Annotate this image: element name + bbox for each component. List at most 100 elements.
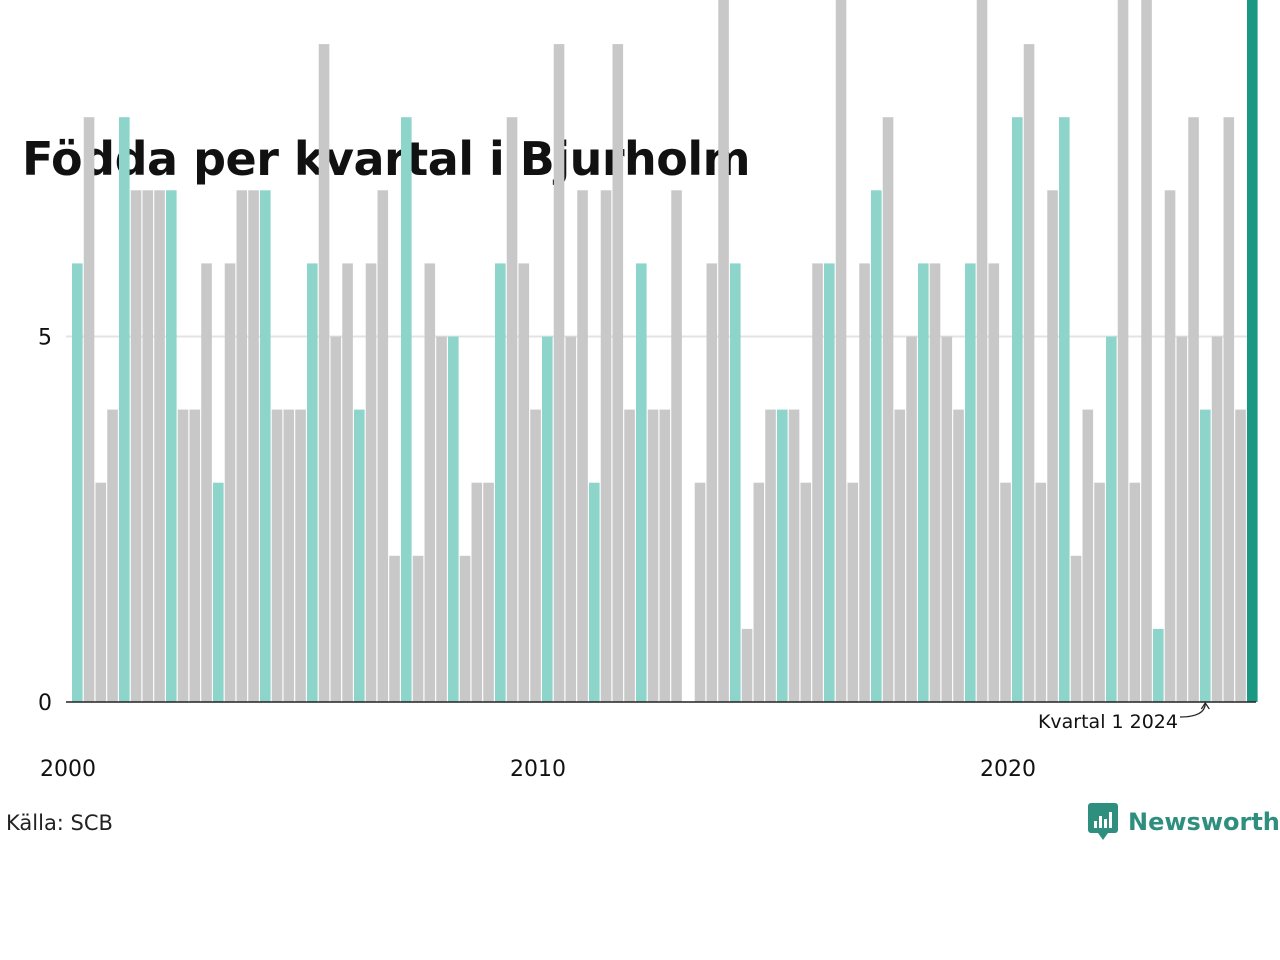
bar — [1153, 628, 1164, 702]
bar — [730, 263, 741, 702]
bar — [1094, 482, 1105, 702]
bar — [318, 44, 330, 703]
bar — [894, 409, 906, 702]
bar — [542, 336, 553, 702]
bar — [166, 190, 177, 703]
bar — [671, 190, 682, 703]
bar — [1141, 0, 1152, 702]
bar — [965, 263, 976, 702]
bar — [1000, 482, 1011, 702]
annotation: Kvartal 1 2024 — [1038, 701, 1210, 733]
brand-logo: Newsworthy — [1088, 803, 1280, 841]
bar — [1082, 409, 1094, 702]
chart-title: Födda per kvartal i Bjurholm — [22, 132, 751, 186]
bar — [377, 190, 389, 703]
bar — [189, 409, 201, 702]
bar — [224, 263, 236, 702]
y-tick-label: 0 — [38, 691, 52, 716]
bar — [271, 409, 283, 702]
bar — [1235, 409, 1246, 702]
bar — [330, 336, 342, 702]
bar — [636, 263, 647, 702]
bar — [389, 555, 400, 702]
bar — [800, 482, 812, 702]
bar — [600, 190, 612, 703]
bar — [1047, 190, 1058, 703]
bar — [295, 409, 306, 702]
bar — [577, 190, 588, 703]
bar — [647, 409, 659, 702]
bar — [459, 555, 471, 702]
bar — [495, 263, 506, 702]
bar — [882, 117, 894, 702]
bar — [847, 482, 859, 702]
bar — [307, 263, 318, 702]
bar — [248, 190, 259, 703]
x-tick-label: 2020 — [980, 757, 1036, 782]
bar — [1129, 482, 1141, 702]
bar — [236, 190, 248, 703]
bar — [1176, 336, 1188, 702]
bar — [72, 263, 83, 702]
bar — [1164, 190, 1176, 703]
bar — [283, 409, 295, 702]
bar — [471, 482, 483, 702]
bar — [859, 263, 870, 702]
bar — [354, 409, 365, 702]
bar — [142, 190, 154, 703]
y-tick-label: 5 — [38, 326, 52, 351]
bar — [824, 263, 835, 702]
bar — [753, 482, 765, 702]
bar — [929, 263, 941, 702]
bar — [706, 263, 718, 702]
bar — [659, 409, 671, 702]
bar — [718, 0, 729, 702]
brand-name: Newsworthy — [1128, 808, 1280, 836]
bar — [483, 482, 494, 702]
bar — [448, 336, 459, 702]
bar — [953, 409, 964, 702]
bar — [871, 190, 882, 703]
bar — [365, 263, 377, 702]
bar — [1023, 44, 1035, 703]
bar — [1200, 409, 1211, 702]
annotation-arrowhead — [1200, 701, 1210, 710]
bar — [1188, 117, 1199, 702]
bar — [130, 190, 142, 703]
bar — [906, 336, 917, 702]
bar — [941, 336, 953, 702]
bar — [95, 482, 107, 702]
bar — [506, 117, 518, 702]
bar — [1117, 0, 1129, 702]
bar — [612, 44, 624, 703]
bar — [213, 482, 224, 702]
bar — [1070, 555, 1082, 702]
bar — [835, 0, 847, 702]
y-axis-ticks: 0510 — [38, 326, 52, 717]
bar — [260, 190, 271, 703]
bar — [553, 44, 565, 703]
bar — [412, 555, 424, 702]
bar — [765, 409, 776, 702]
bar — [107, 409, 118, 702]
annotation-label: Kvartal 1 2024 — [1038, 711, 1178, 733]
newsworthy-logo-icon — [1088, 803, 1118, 840]
bar — [154, 190, 165, 703]
bar — [1247, 0, 1258, 702]
x-axis-ticks: 2000 2010 2020 — [40, 757, 1036, 782]
bar — [777, 409, 788, 702]
x-tick-label: 2000 — [40, 757, 96, 782]
bar — [565, 336, 577, 702]
bar — [918, 263, 929, 702]
bar — [1223, 117, 1235, 702]
source-note: Källa: SCB — [6, 811, 113, 835]
bar — [83, 117, 95, 702]
bar — [1106, 336, 1117, 702]
bar — [119, 117, 130, 702]
bar — [1035, 482, 1047, 702]
bar — [1059, 117, 1070, 702]
bar — [177, 409, 189, 702]
bar — [436, 336, 447, 702]
bar — [1211, 336, 1223, 702]
